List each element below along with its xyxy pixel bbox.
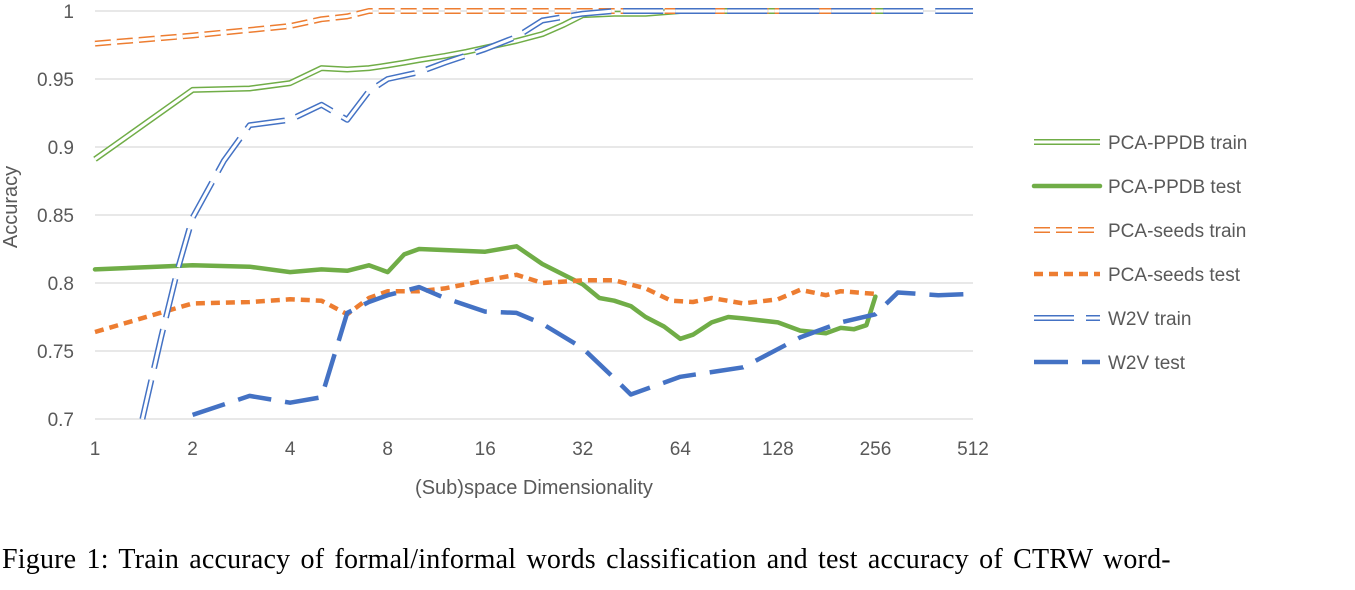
series-pca-seeds-test (94, 272, 876, 335)
series-w2v-train (139, 8, 973, 420)
y-axis-ticks: 0.7 0.75 0.8 0.85 0.9 0.95 1 (37, 2, 74, 431)
figure-caption: Figure 1: Train accuracy of formal/infor… (2, 544, 1171, 575)
x-tick-label: 4 (285, 439, 296, 460)
legend-label: PCA-seeds test (1108, 265, 1241, 286)
series-line (191, 284, 974, 418)
legend-label: PCA-seeds train (1108, 221, 1246, 242)
x-tick-label: 1 (90, 439, 101, 460)
x-tick-label: 8 (382, 439, 393, 460)
x-tick-label: 128 (762, 439, 794, 460)
x-tick-label: 32 (572, 439, 593, 460)
x-tick-label: 2 (187, 439, 198, 460)
x-tick-label: 64 (670, 439, 692, 460)
series-pca-ppdb-test (92, 244, 878, 342)
y-tick-label: 0.7 (48, 410, 74, 431)
series-line-inner (140, 9, 973, 420)
series-line (92, 244, 878, 342)
x-tick-label: 256 (860, 439, 892, 460)
x-axis-title: (Sub)space Dimensionality (415, 477, 653, 499)
gridlines (95, 10, 973, 352)
series-line (94, 8, 876, 47)
x-axis-ticks: 1 2 4 8 16 32 64 128 256 512 (90, 439, 989, 460)
legend-label: PCA-PPDB test (1108, 177, 1242, 198)
legend-item: W2V train (1034, 309, 1191, 330)
series-line (94, 272, 876, 335)
x-tick-label: 512 (957, 439, 989, 460)
y-tick-label: 0.75 (37, 342, 74, 363)
legend-label: PCA-PPDB train (1108, 133, 1247, 154)
legend-item: PCA-seeds test (1034, 265, 1241, 286)
legend-label: W2V test (1108, 353, 1186, 374)
legend-item: W2V test (1034, 353, 1186, 374)
y-tick-label: 1 (63, 2, 74, 23)
legend-item: PCA-PPDB train (1034, 133, 1247, 154)
legend-item: PCA-seeds train (1034, 221, 1246, 242)
x-tick-label: 16 (475, 439, 496, 460)
legend-label: W2V train (1108, 309, 1191, 330)
legend: PCA-PPDB train PCA-PPDB test PCA-seeds tra… (1031, 133, 1247, 374)
y-axis-title: Accuracy (0, 166, 22, 248)
y-tick-label: 0.8 (48, 274, 74, 295)
legend-item: PCA-PPDB test (1031, 177, 1242, 198)
series-pca-seeds-train (94, 8, 876, 47)
y-tick-label: 0.95 (37, 70, 74, 91)
series-line-inner (94, 9, 876, 46)
plot-area (92, 8, 974, 420)
series-w2v-test (191, 284, 974, 418)
line-chart: 0.7 0.75 0.8 0.85 0.9 0.95 1 1 2 4 8 16 32 64 128 256 5… (0, 2, 1247, 499)
y-tick-label: 0.9 (48, 138, 74, 159)
y-tick-label: 0.85 (37, 206, 74, 227)
